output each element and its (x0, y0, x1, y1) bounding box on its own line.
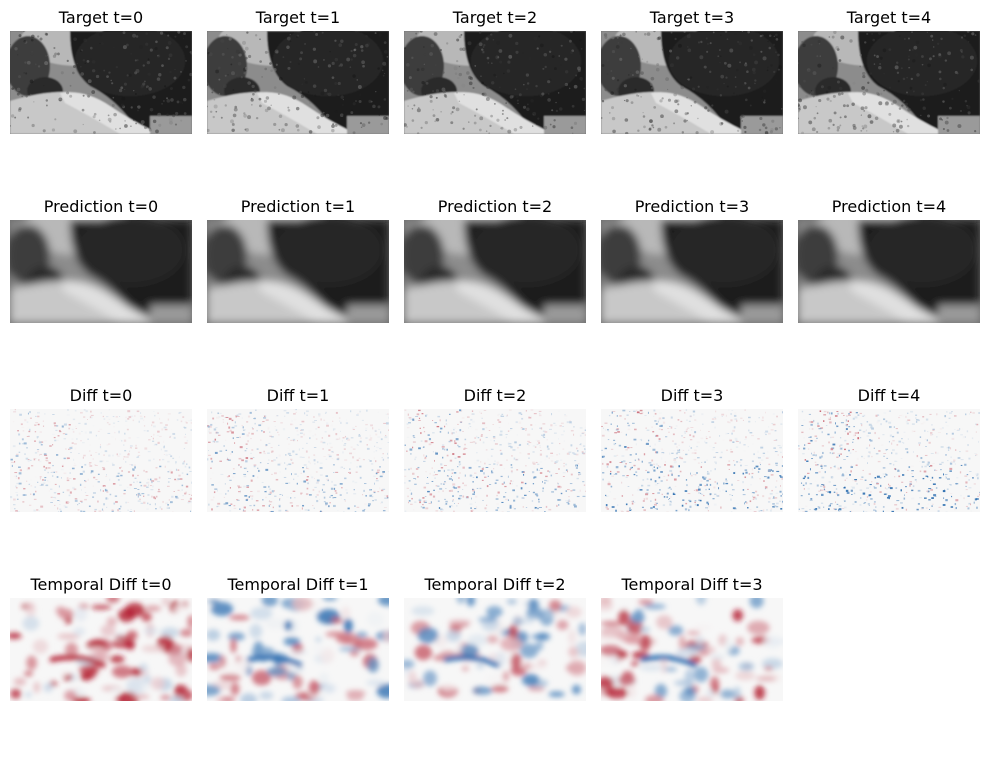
panel-title: Temporal Diff t=2 (424, 575, 566, 594)
panel-title: Temporal Diff t=0 (30, 575, 172, 594)
temporal-diff-panel: Temporal Diff t=1 (207, 575, 389, 701)
panel-title: Diff t=3 (660, 386, 724, 405)
prediction-image (798, 220, 980, 323)
panel-title: Prediction t=0 (43, 197, 159, 216)
prediction-panel: Prediction t=0 (10, 197, 192, 323)
diff-panel: Diff t=3 (601, 386, 783, 512)
target-image (601, 31, 783, 134)
prediction-image (601, 220, 783, 323)
panel-title: Prediction t=1 (240, 197, 356, 216)
panel-title: Diff t=1 (266, 386, 330, 405)
target-image (798, 31, 980, 134)
diff-panel: Diff t=2 (404, 386, 586, 512)
temporal-diff-image (10, 598, 192, 701)
panel-title: Diff t=2 (463, 386, 527, 405)
panel-title: Diff t=4 (857, 386, 921, 405)
panel-title: Target t=2 (452, 8, 538, 27)
panel-title: Temporal Diff t=1 (227, 575, 369, 594)
prediction-panel: Prediction t=4 (798, 197, 980, 323)
temporal-diff-image (404, 598, 586, 701)
diff-panel: Diff t=4 (798, 386, 980, 512)
temporal-diff-image (601, 598, 783, 701)
diff-image (404, 409, 586, 512)
target-image (207, 31, 389, 134)
prediction-image (404, 220, 586, 323)
temporal-diff-image (207, 598, 389, 701)
prediction-image (207, 220, 389, 323)
target-image (404, 31, 586, 134)
diff-image (207, 409, 389, 512)
diff-panel: Diff t=0 (10, 386, 192, 512)
prediction-panel: Prediction t=3 (601, 197, 783, 323)
diff-image (10, 409, 192, 512)
prediction-panel: Prediction t=2 (404, 197, 586, 323)
panel-title: Target t=4 (846, 8, 932, 27)
temporal-diff-panel: Temporal Diff t=0 (10, 575, 192, 701)
prediction-panel: Prediction t=1 (207, 197, 389, 323)
target-panel: Target t=4 (798, 8, 980, 134)
panel-title: Prediction t=3 (634, 197, 750, 216)
panel-title: Target t=1 (255, 8, 341, 27)
target-panel: Target t=3 (601, 8, 783, 134)
panel-title: Temporal Diff t=3 (621, 575, 763, 594)
target-panel: Target t=0 (10, 8, 192, 134)
temporal-diff-panel: Temporal Diff t=2 (404, 575, 586, 701)
panel-title: Target t=0 (58, 8, 144, 27)
panel-title: Prediction t=4 (831, 197, 947, 216)
target-panel: Target t=2 (404, 8, 586, 134)
panel-title: Target t=3 (649, 8, 735, 27)
diff-image (601, 409, 783, 512)
panel-title: Prediction t=2 (437, 197, 553, 216)
target-image (10, 31, 192, 134)
panel-title: Diff t=0 (69, 386, 133, 405)
diff-image (798, 409, 980, 512)
target-panel: Target t=1 (207, 8, 389, 134)
temporal-diff-panel: Temporal Diff t=3 (601, 575, 783, 701)
prediction-image (10, 220, 192, 323)
diff-panel: Diff t=1 (207, 386, 389, 512)
